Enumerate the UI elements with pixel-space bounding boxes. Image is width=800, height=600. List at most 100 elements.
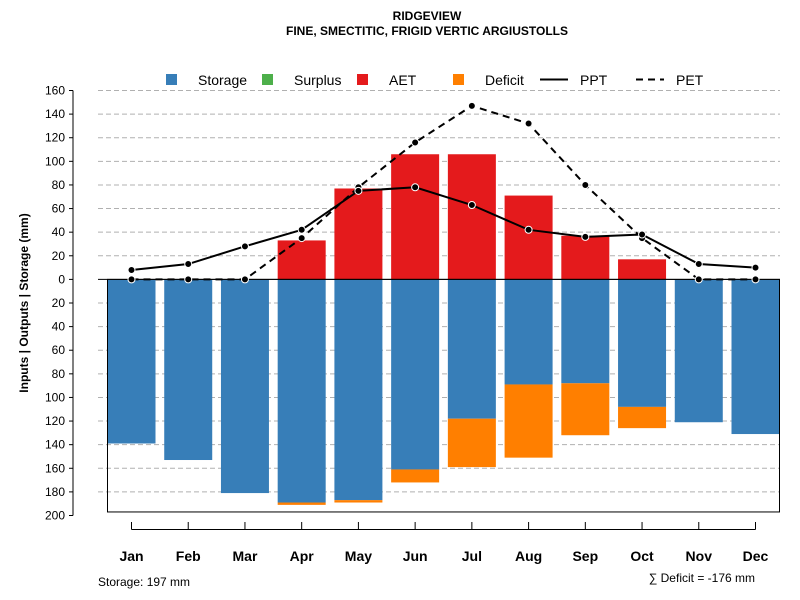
- y-axis: 1601401201008060402002040608010012014016…: [45, 84, 74, 523]
- ppt-point: [297, 225, 306, 234]
- legend-swatch-aet: [357, 74, 368, 85]
- month-label-aug: Aug: [515, 548, 542, 564]
- deficit-bar: [334, 500, 383, 503]
- chart-subtitle: FINE, SMECTITIC, FRIGID VERTIC ARGIUSTOL…: [286, 24, 568, 38]
- pet-point: [184, 275, 193, 284]
- deficit-bar: [618, 406, 667, 429]
- y-tick-label: 0: [58, 272, 65, 286]
- legend-swatch-surplus: [262, 74, 273, 85]
- legend-swatch-deficit: [453, 74, 464, 85]
- legend-label-pet: PET: [676, 72, 704, 88]
- legend-label-ppt: PPT: [580, 72, 608, 88]
- y-tick-label: 100: [45, 390, 65, 404]
- pet-point: [751, 275, 760, 284]
- pet-point: [467, 101, 476, 110]
- pet-point: [240, 275, 249, 284]
- lines-group: [127, 101, 760, 284]
- pet-point: [694, 275, 703, 284]
- month-label-jan: Jan: [119, 548, 143, 564]
- y-tick-label: 40: [52, 225, 66, 239]
- deficit-bar: [561, 383, 610, 436]
- y-tick-label: 200: [45, 509, 65, 523]
- storage-bar: [504, 279, 553, 385]
- y-tick-label: 120: [45, 414, 65, 428]
- storage-bar: [561, 279, 610, 384]
- month-label-oct: Oct: [630, 548, 654, 564]
- y-tick-label: 180: [45, 485, 65, 499]
- y-tick-label: 40: [52, 320, 66, 334]
- storage-bar: [618, 279, 667, 407]
- deficit-bar: [391, 469, 440, 483]
- storage-bar: [447, 279, 496, 419]
- ppt-point: [638, 230, 647, 239]
- pet-point: [411, 138, 420, 147]
- storage-bar: [674, 279, 723, 423]
- y-tick-label: 160: [45, 84, 65, 98]
- storage-bar: [107, 279, 156, 444]
- y-tick-label: 120: [45, 131, 65, 145]
- ppt-line: [131, 186, 756, 271]
- y-tick-label: 80: [52, 367, 66, 381]
- month-label-dec: Dec: [743, 548, 769, 564]
- storage-bar: [391, 279, 440, 470]
- month-label-sep: Sep: [572, 548, 598, 564]
- storage-note: Storage: 197 mm: [98, 575, 190, 589]
- aet-bar: [334, 188, 383, 280]
- pet-line: [131, 104, 756, 281]
- month-label-apr: Apr: [290, 548, 315, 564]
- y-tick-label: 140: [45, 438, 65, 452]
- pet-point: [297, 234, 306, 243]
- y-tick-label: 160: [45, 461, 65, 475]
- ppt-point: [127, 265, 136, 274]
- month-label-may: May: [345, 548, 372, 564]
- deficit-bar: [447, 418, 496, 468]
- x-axis: Jan Feb Mar Apr May Jun Jul Aug Sep Oct Nov Dec: [119, 522, 769, 564]
- ppt-point: [694, 260, 703, 269]
- storage-bar: [334, 279, 383, 501]
- deficit-bar: [504, 384, 553, 458]
- y-tick-label: 20: [52, 249, 66, 263]
- legend-label-aet: AET: [389, 72, 417, 88]
- pet-point: [524, 119, 533, 128]
- y-tick-label: 60: [52, 202, 66, 216]
- legend: Storage Surplus AET Deficit PPT PET: [166, 72, 704, 88]
- aet-bar: [391, 154, 440, 280]
- month-label-jun: Jun: [403, 548, 428, 564]
- ppt-point: [751, 263, 760, 272]
- bars-group: [107, 154, 780, 505]
- chart-title: RIDGEVIEW: [393, 9, 462, 23]
- ppt-point: [581, 232, 590, 241]
- storage-bar: [220, 279, 269, 494]
- y-tick-label: 60: [52, 343, 66, 357]
- ppt-point: [354, 186, 363, 195]
- ppt-point: [411, 183, 420, 192]
- legend-label-storage: Storage: [198, 72, 247, 88]
- ppt-point: [240, 242, 249, 251]
- month-label-jul: Jul: [462, 548, 482, 564]
- month-label-feb: Feb: [176, 548, 201, 564]
- y-tick-label: 140: [45, 107, 65, 121]
- month-label-mar: Mar: [233, 548, 258, 564]
- y-tick-label: 20: [52, 296, 66, 310]
- pet-point: [127, 275, 136, 284]
- aet-bar: [618, 259, 667, 280]
- aet-bar: [504, 195, 553, 280]
- storage-bar: [164, 279, 213, 461]
- y-axis-label: Inputs | Outputs | Storage (mm): [17, 213, 31, 392]
- aet-bar: [447, 154, 496, 280]
- aet-bar: [277, 240, 326, 280]
- deficit-note: ∑ Deficit = -176 mm: [649, 571, 755, 585]
- ppt-point: [524, 225, 533, 234]
- ppt-point: [467, 201, 476, 210]
- ppt-point: [184, 260, 193, 269]
- deficit-bar: [277, 502, 326, 505]
- storage-bar: [731, 279, 780, 435]
- y-tick-label: 100: [45, 154, 65, 168]
- y-tick-label: 80: [52, 178, 66, 192]
- storage-bar: [277, 279, 326, 503]
- legend-swatch-storage: [166, 74, 177, 85]
- pet-point: [581, 180, 590, 189]
- aet-bar: [561, 235, 610, 280]
- month-label-nov: Nov: [686, 548, 713, 564]
